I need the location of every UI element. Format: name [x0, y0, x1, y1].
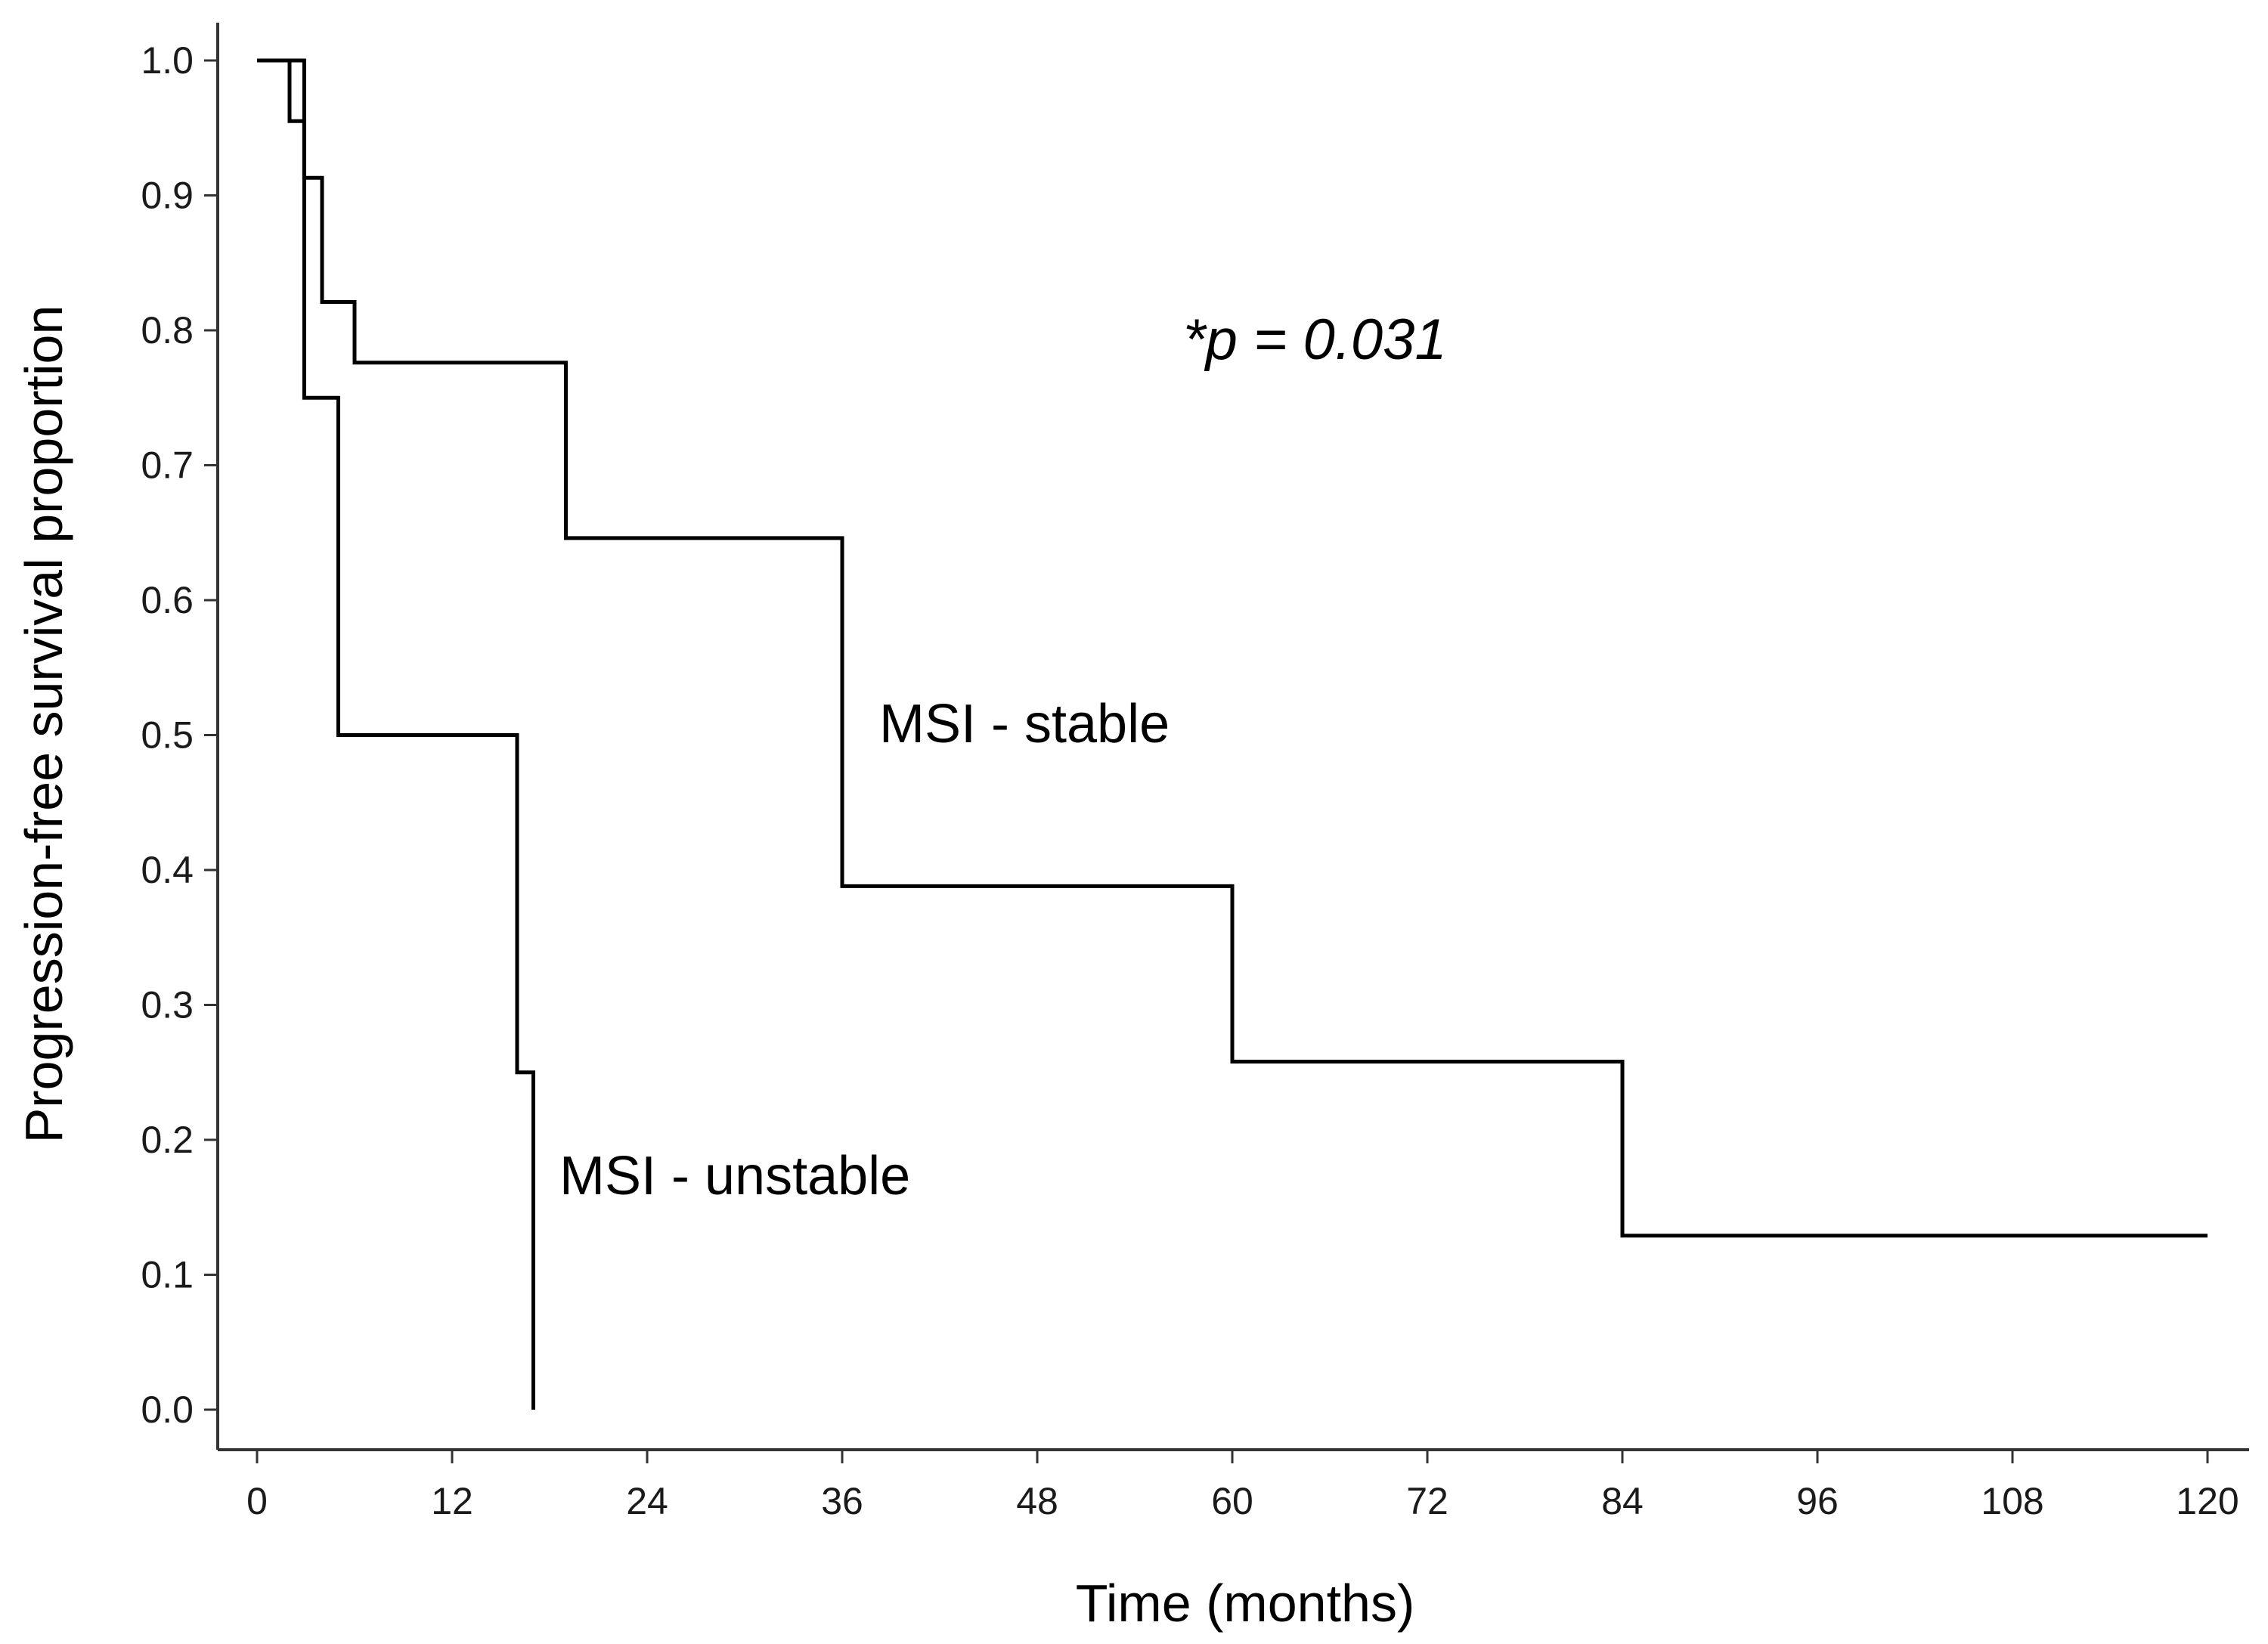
y-tick-label: 0.7 — [141, 444, 194, 487]
series-line-msi-unstable — [257, 58, 535, 1410]
x-tick-label: 96 — [1796, 1480, 1839, 1522]
x-tick-label: 60 — [1211, 1480, 1253, 1522]
y-tick-label: 0.3 — [141, 984, 194, 1026]
y-tick-label: 0.9 — [141, 175, 194, 217]
x-axis-ticks: 0 12 24 36 48 60 72 84 96 108 120 — [246, 1450, 2239, 1522]
x-tick-label: 36 — [821, 1480, 863, 1522]
x-tick-label: 72 — [1406, 1480, 1448, 1522]
x-tick-label: 0 — [246, 1480, 268, 1522]
x-tick-label: 84 — [1601, 1480, 1644, 1522]
p-value-annotation: *p = 0.031 — [1183, 308, 1447, 372]
survival-curves — [257, 58, 2208, 1410]
series-label-stable: MSI - stable — [879, 694, 1170, 754]
x-axis-title: Time (months) — [1076, 1574, 1415, 1633]
y-tick-label: 0.1 — [141, 1254, 194, 1296]
y-axis-ticks: 0.0 0.1 0.2 0.3 0.4 0.5 0.6 0.7 0.8 0.9 1.0 — [141, 39, 218, 1431]
x-tick-label: 12 — [431, 1480, 473, 1522]
series-line-msi-stable — [257, 58, 2208, 1238]
x-tick-label: 108 — [1981, 1480, 2043, 1522]
y-tick-label: 0.8 — [141, 309, 194, 351]
x-tick-label: 120 — [2176, 1480, 2239, 1522]
y-tick-label: 0.5 — [141, 714, 194, 757]
x-tick-label: 24 — [626, 1480, 668, 1522]
y-axis-title: Progression-free survival proportion — [14, 305, 73, 1144]
y-tick-label: 0.6 — [141, 579, 194, 621]
series-label-unstable: MSI - unstable — [559, 1146, 910, 1206]
y-tick-label: 1.0 — [141, 39, 194, 82]
y-tick-label: 0.0 — [141, 1389, 194, 1431]
y-tick-label: 0.2 — [141, 1119, 194, 1161]
x-tick-label: 48 — [1016, 1480, 1058, 1522]
y-tick-label: 0.4 — [141, 849, 194, 891]
